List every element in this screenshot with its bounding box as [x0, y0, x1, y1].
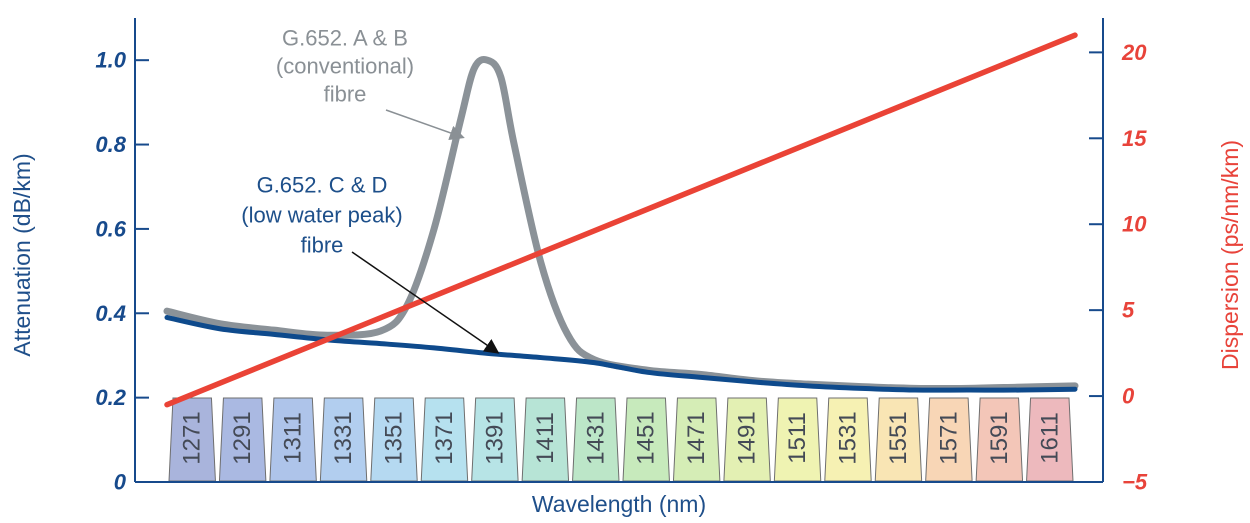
series-g652-cd-line — [164, 314, 1078, 393]
annotation-cd-arrow — [351, 251, 500, 354]
cwdm-channel-1391: 1391 — [471, 397, 519, 482]
cwdm-channel-1431: 1431 — [572, 397, 620, 482]
annotation-ab-line: fibre — [324, 82, 367, 107]
cwdm-channel-1271: 1271 — [168, 397, 216, 482]
cwdm-channel-label: 1451 — [633, 411, 660, 464]
annotation-cd-line: fibre — [301, 233, 344, 258]
y-right-tick-label: 5 — [1122, 298, 1135, 323]
y-axis-right-title: Dispersion (ps/nm/km) — [1217, 140, 1243, 370]
annotation-ab-line: (conventional) — [276, 54, 414, 79]
x-axis-title: Wavelength (nm) — [532, 491, 706, 517]
cwdm-channel-label: 1371 — [431, 411, 458, 464]
cwdm-channel-label: 1431 — [582, 411, 609, 464]
cwdm-channel-1571: 1571 — [925, 397, 973, 482]
cwdm-channel-1531: 1531 — [824, 397, 872, 482]
cwdm-channel-1451: 1451 — [622, 397, 670, 482]
cwdm-channel-label: 1391 — [481, 411, 508, 464]
cwdm-channel-label: 1551 — [885, 411, 912, 464]
cwdm-channel-label: 1611 — [1036, 412, 1063, 464]
series-dispersion-line — [164, 32, 1078, 408]
y-right-tick-label: 20 — [1121, 40, 1147, 65]
cwdm-channel-label: 1531 — [835, 411, 862, 464]
cwdm-channel-label: 1311 — [280, 412, 307, 464]
cwdm-channel-1311: 1311 — [269, 397, 317, 482]
cwdm-channel-label: 1291 — [229, 411, 256, 464]
cwdm-channel-label: 1491 — [734, 411, 761, 464]
cwdm-channel-1471: 1471 — [672, 397, 721, 482]
y-left-tick-label: 0.4 — [95, 301, 126, 326]
y-left-tick-label: 0.8 — [95, 132, 126, 157]
y-left-tick-label: 0 — [114, 470, 127, 495]
y-right-tick-label: 15 — [1122, 126, 1147, 151]
cwdm-channel-label: 1511 — [784, 412, 811, 464]
cwdm-channel-label: 1331 — [330, 411, 357, 464]
y-left-tick-label: 0.2 — [95, 385, 126, 410]
cwdm-channel-1491: 1491 — [723, 397, 771, 482]
cwdm-channel-label: 1471 — [683, 411, 710, 464]
y-right-tick-label: 10 — [1122, 212, 1147, 237]
cwdm-channel-1611: 1611 — [1026, 397, 1074, 482]
cwdm-channel-label: 1411 — [532, 412, 559, 464]
y-left-tick-label: 0.6 — [95, 216, 126, 241]
y-right-tick-label: 0 — [1122, 384, 1135, 409]
cwdm-channel-1591: 1591 — [975, 397, 1024, 482]
annotation-cd-line: G.652. C & D — [257, 173, 388, 198]
cwdm-channel-1411: 1411 — [521, 397, 570, 482]
cwdm-channel-label: 1571 — [935, 411, 962, 464]
cwdm-channel-label: 1591 — [986, 411, 1013, 464]
cwdm-channel-1371: 1371 — [420, 397, 469, 482]
annotation-ab-line: G.652. A & B — [282, 26, 408, 51]
y-left-tick-label: 1.0 — [95, 48, 126, 73]
annotation-ab-arrow — [385, 109, 465, 141]
y-axis-left-title: Attenuation (dB/km) — [9, 153, 35, 356]
cwdm-channel-1511: 1511 — [773, 397, 822, 482]
cwdm-channel-label: 1351 — [381, 411, 408, 464]
y-right-tick-label: −5 — [1122, 470, 1148, 495]
cwdm-channel-1351: 1351 — [370, 397, 418, 482]
cwdm-channel-1551: 1551 — [874, 397, 923, 482]
cwdm-channel-label: 1271 — [179, 411, 206, 464]
cwdm-channel-1331: 1331 — [319, 397, 368, 482]
annotation-cd-line: (low water peak) — [241, 203, 402, 228]
cwdm-channel-1291: 1291 — [218, 397, 267, 482]
